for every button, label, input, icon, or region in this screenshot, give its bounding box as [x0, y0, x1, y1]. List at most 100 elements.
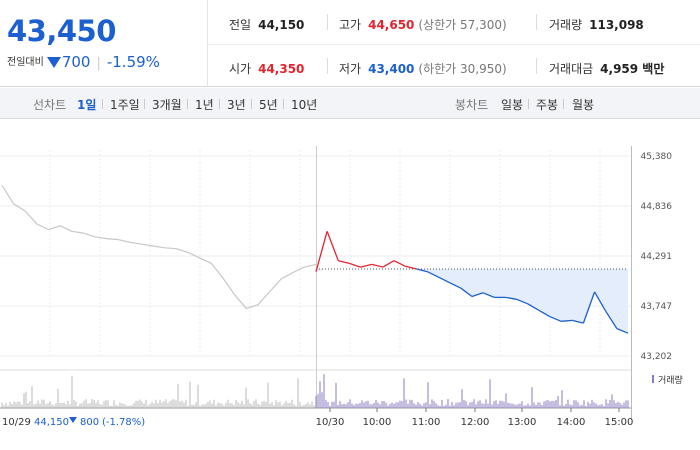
volume-stat: 거래량 113,098	[549, 16, 644, 33]
y-tick-label: 43,747	[641, 302, 673, 312]
divider	[536, 14, 537, 30]
below-prev-close-area	[316, 268, 628, 334]
volume-legend-swatch	[652, 375, 654, 383]
price-series-segment	[572, 319, 584, 324]
intraday-chart: 45,380 44,836 44,291 43,747 43,202 거래량 10/30 10…	[0, 146, 683, 428]
price-series-segment	[594, 291, 607, 312]
price-series-segment	[382, 260, 395, 268]
price-box: 43,450 전일대비 700 | -1.59%	[0, 0, 208, 87]
high-value: 44,650	[368, 18, 415, 32]
upper-limit-text: (상한가 57,300)	[418, 18, 507, 32]
y-tick-label: 44,291	[641, 252, 673, 262]
high-label: 고가	[339, 18, 362, 32]
price-series-segment	[371, 263, 384, 268]
prev-day-series-line	[1, 185, 317, 310]
volume-legend-label: 거래량	[658, 374, 683, 386]
price-series-segment	[427, 271, 439, 278]
chart-toolbar: 선차트 1일 1주일 3개월 1년 3년 5년 10년 봉차트 일봉 주봉 월봉	[0, 88, 700, 119]
y-tick-label: 43,202	[641, 352, 673, 362]
price-series-segment	[460, 287, 473, 298]
price-series-segment	[482, 292, 495, 299]
price-series-segment	[349, 262, 361, 268]
period-1d-button[interactable]: 1일	[77, 98, 97, 112]
lower-limit-text: (하한가 30,950)	[418, 62, 507, 76]
price-series-segment	[449, 282, 462, 289]
period-1w-button[interactable]: 1주일	[110, 98, 140, 112]
x-tick-label: 13:00	[508, 417, 537, 428]
weekly-candle-button[interactable]: 주봉	[536, 98, 559, 112]
divider	[327, 14, 328, 30]
change-percent: -1.59%	[106, 53, 160, 71]
price-series-segment	[605, 310, 618, 329]
divider	[208, 44, 700, 45]
period-3m-button[interactable]: 3개월	[152, 98, 182, 112]
low-label: 저가	[339, 62, 362, 76]
divider	[144, 99, 145, 109]
price-series-segment	[516, 298, 528, 305]
volume-label: 거래량	[549, 18, 583, 32]
price-series-segment	[315, 231, 328, 272]
period-1y-button[interactable]: 1년	[195, 98, 214, 112]
y-tick-label: 44,836	[641, 202, 673, 212]
divider	[187, 99, 188, 109]
open-value: 44,350	[258, 62, 305, 76]
turnover-stat: 거래대금 4,959 백만	[549, 60, 664, 77]
low-value: 43,400	[368, 62, 415, 76]
price-series-segment	[616, 327, 629, 334]
period-5y-button[interactable]: 5년	[259, 98, 278, 112]
price-series-segment	[416, 268, 428, 273]
price-series-segment	[561, 319, 573, 322]
high-stat: 고가 44,650 (상한가 57,300)	[339, 16, 507, 33]
down-arrow-icon	[46, 57, 61, 68]
x-tick-label: 10/30	[316, 417, 345, 428]
change-amount: 700	[61, 53, 91, 71]
prev-day-change: 800	[80, 417, 99, 428]
divider	[536, 58, 537, 74]
price-series-segment	[404, 265, 417, 270]
x-tick-label: 14:00	[557, 417, 586, 428]
period-10y-button[interactable]: 10년	[291, 98, 318, 112]
change-label: 전일대비	[7, 57, 44, 68]
price-series-segment	[549, 316, 562, 322]
price-series-segment	[360, 263, 372, 268]
turnover-value: 4,959 백만	[600, 62, 665, 76]
down-arrow-icon	[69, 417, 77, 423]
prev-day-date: 10/29	[2, 417, 31, 428]
prev-day-change-percent: (-1.78%)	[102, 417, 145, 428]
price-series-segment	[438, 276, 450, 284]
price-series-segment	[338, 260, 350, 265]
prev-close-label: 전일	[229, 18, 252, 32]
price-series-segment	[582, 291, 596, 324]
price-series-segment	[527, 303, 540, 311]
open-label: 시가	[229, 62, 252, 76]
prev-close-value: 44,150	[258, 18, 305, 32]
divider	[283, 99, 284, 109]
price-series-segment	[538, 309, 551, 318]
x-tick-label: 15:00	[605, 417, 634, 428]
current-price: 43,450	[7, 14, 116, 48]
price-series-segment	[505, 296, 517, 300]
divider: |	[96, 56, 101, 71]
daily-candle-button[interactable]: 일봉	[501, 98, 524, 112]
divider	[563, 99, 564, 109]
x-tick-label: 11:00	[412, 417, 441, 428]
prev-day-close: 44,150	[34, 417, 69, 428]
prev-close-stat: 전일 44,150	[229, 16, 304, 33]
quote-header: 43,450 전일대비 700 | -1.59% 전일 44,150 고가 44,650(…	[0, 0, 700, 87]
price-series-segment	[326, 231, 339, 261]
low-stat: 저가 43,400 (하한가 30,950)	[339, 60, 507, 77]
line-chart-label: 선차트	[33, 98, 67, 112]
divider	[327, 58, 328, 74]
monthly-candle-button[interactable]: 월봉	[572, 98, 595, 112]
divider	[251, 99, 252, 109]
x-tick-label: 10:00	[363, 417, 392, 428]
price-series-segment	[471, 292, 484, 298]
divider	[219, 99, 220, 109]
volume-value: 113,098	[589, 18, 644, 32]
divider	[528, 99, 529, 109]
period-3y-button[interactable]: 3년	[227, 98, 246, 112]
price-series-segment	[393, 260, 406, 267]
y-tick-label: 45,380	[641, 152, 673, 162]
turnover-label: 거래대금	[549, 62, 594, 76]
